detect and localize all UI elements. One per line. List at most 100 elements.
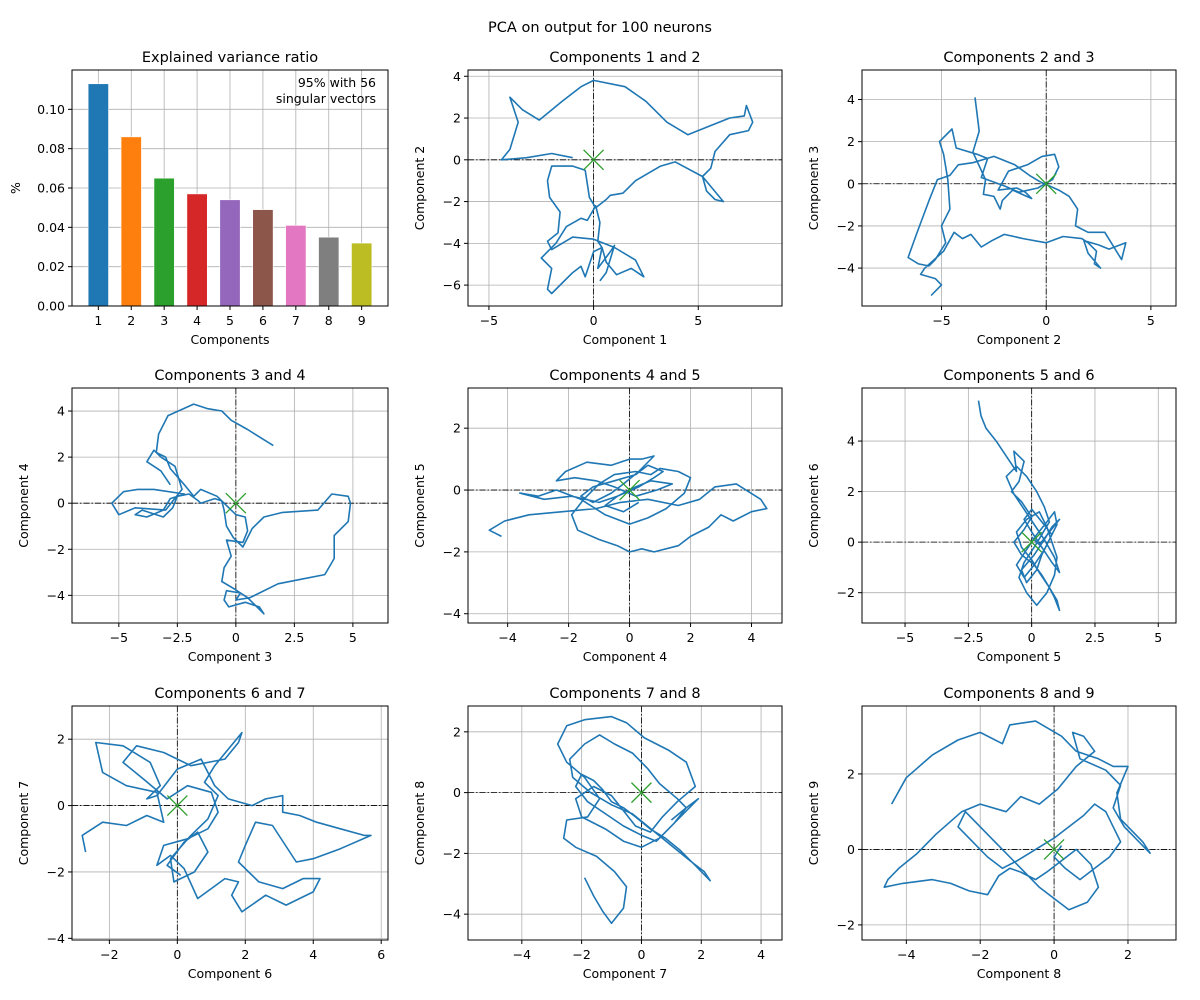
y-axis-label: Component 2 [412, 146, 427, 231]
y-tick-label: 0.06 [37, 181, 65, 196]
x-axis-label: Component 6 [188, 966, 273, 981]
y-tick-label: −2 [443, 544, 461, 559]
subplot-2: Components 1 and 2 −5 0 5 −6 −4 −2 0 2 4 Component… [412, 50, 783, 347]
x-axis-label: Component 7 [583, 966, 668, 981]
subplot-1: Explained variance ratio 1 2 3 4 5 6 7 8 9 0.00 0.0… [8, 50, 389, 347]
variance-annotation: 95% with 56 [298, 75, 376, 90]
origin-marker [619, 479, 641, 501]
x-tick-label: −5 [480, 313, 498, 328]
x-tick-label: 6 [259, 313, 267, 328]
axes-frame [467, 387, 783, 624]
x-tick-label: 5 [349, 630, 357, 645]
x-tick-label: −2 [100, 947, 118, 962]
subplot-4: Components 3 and 4 −5 −2.5 0 2.5 5 −4 −2 0 2 4 Comp… [16, 368, 389, 664]
y-axis-label: % [8, 182, 23, 194]
x-tick-label: 0 [590, 313, 598, 328]
axes-frame [467, 69, 783, 307]
y-tick-label: −2 [837, 917, 855, 932]
y-tick-label: 0 [453, 483, 461, 498]
y-tick-label: 2 [453, 421, 461, 436]
y-tick-label: 2 [847, 484, 855, 499]
y-tick-label: 2 [847, 766, 855, 781]
x-axis-label: Component 8 [977, 966, 1062, 981]
y-tick-label: 0 [453, 152, 461, 167]
y-tick-label: 0.04 [37, 220, 65, 235]
trajectory-line [977, 400, 1061, 612]
x-tick-label: 2.5 [1085, 630, 1105, 645]
y-tick-label: 0.08 [37, 141, 65, 156]
y-tick-label: −6 [443, 278, 461, 293]
y-tick-label: 2 [57, 732, 65, 747]
subplot-3: Components 2 and 3 −5 0 5 −4 −2 0 2 4 Component 2… [806, 50, 1177, 347]
x-tick-label: 2 [687, 630, 695, 645]
y-axis-label: Component 4 [16, 463, 31, 548]
x-tick-label: 5 [1154, 630, 1162, 645]
y-tick-label: 0.02 [37, 259, 65, 274]
y-tick-label: 0 [453, 785, 461, 800]
bar-component-9 [351, 242, 373, 307]
trajectory-line [111, 403, 352, 615]
x-axis-label: Component 5 [977, 649, 1062, 664]
x-tick-label: 4 [757, 947, 765, 962]
x-tick-label: −2.5 [953, 630, 983, 645]
origin-marker [225, 492, 247, 514]
subplot-title: Components 3 and 4 [154, 368, 305, 384]
y-tick-label: 4 [57, 404, 65, 419]
subplot-title: Components 7 and 8 [549, 686, 700, 702]
figure-suptitle: PCA on output for 100 neurons [488, 20, 712, 36]
trajectory-line [556, 715, 711, 925]
x-tick-label: 0 [1028, 630, 1036, 645]
y-tick-label: −2 [47, 864, 65, 879]
y-tick-label: −4 [443, 236, 461, 251]
trajectory-line [883, 720, 1151, 911]
y-axis-label: Component 6 [806, 463, 821, 548]
y-tick-label: 2 [847, 134, 855, 149]
x-tick-label: −2.5 [162, 630, 192, 645]
y-tick-label: −4 [837, 261, 855, 276]
y-tick-label: 0 [57, 496, 65, 511]
x-tick-label: 4 [748, 630, 756, 645]
subplot-title: Explained variance ratio [142, 50, 318, 66]
bar-component-3 [153, 177, 175, 307]
x-tick-label: −4 [498, 630, 516, 645]
y-tick-label: 0 [847, 842, 855, 857]
x-tick-label: 4 [309, 947, 317, 962]
y-tick-label: −4 [443, 907, 461, 922]
x-tick-label: 7 [292, 313, 300, 328]
y-tick-label: −2 [443, 846, 461, 861]
y-tick-label: 2 [453, 724, 461, 739]
x-tick-label: −2 [572, 947, 590, 962]
subplot-title: Components 4 and 5 [549, 368, 700, 384]
subplot-title: Components 2 and 3 [943, 50, 1094, 66]
x-tick-label: 0 [637, 947, 645, 962]
x-tick-label: 2 [241, 947, 249, 962]
x-tick-label: −5 [110, 630, 128, 645]
subplot-title: Components 6 and 7 [154, 686, 305, 702]
trajectory-line [907, 97, 1127, 297]
x-tick-label: 2 [1124, 947, 1132, 962]
bar-component-2 [120, 136, 142, 307]
x-axis-label: Component 1 [583, 332, 668, 347]
y-tick-label: 0 [847, 535, 855, 550]
y-tick-label: −2 [47, 542, 65, 557]
trajectory-line [500, 79, 754, 295]
x-tick-label: 0 [1042, 313, 1050, 328]
subplot-title: Components 8 and 9 [943, 686, 1094, 702]
y-tick-label: 4 [847, 434, 855, 449]
y-axis-label: Component 9 [806, 781, 821, 866]
y-tick-label: −2 [837, 218, 855, 233]
bar-component-4 [186, 193, 208, 307]
y-tick-label: −2 [837, 585, 855, 600]
origin-marker [1035, 173, 1057, 195]
y-axis-label: Component 8 [412, 781, 427, 866]
x-tick-label: 5 [226, 313, 234, 328]
x-axis-label: Component 2 [977, 332, 1062, 347]
x-tick-label: −5 [932, 313, 950, 328]
y-tick-label: −2 [443, 194, 461, 209]
subplot-title: Components 1 and 2 [549, 50, 700, 66]
x-tick-label: 9 [358, 313, 366, 328]
subplot-title: Components 5 and 6 [943, 368, 1094, 384]
bar-component-7 [285, 225, 307, 307]
y-tick-label: 0 [57, 798, 65, 813]
subplot-5: Components 4 and 5 −4 −2 0 2 4 −4 −2 0 2 Component… [412, 368, 783, 664]
